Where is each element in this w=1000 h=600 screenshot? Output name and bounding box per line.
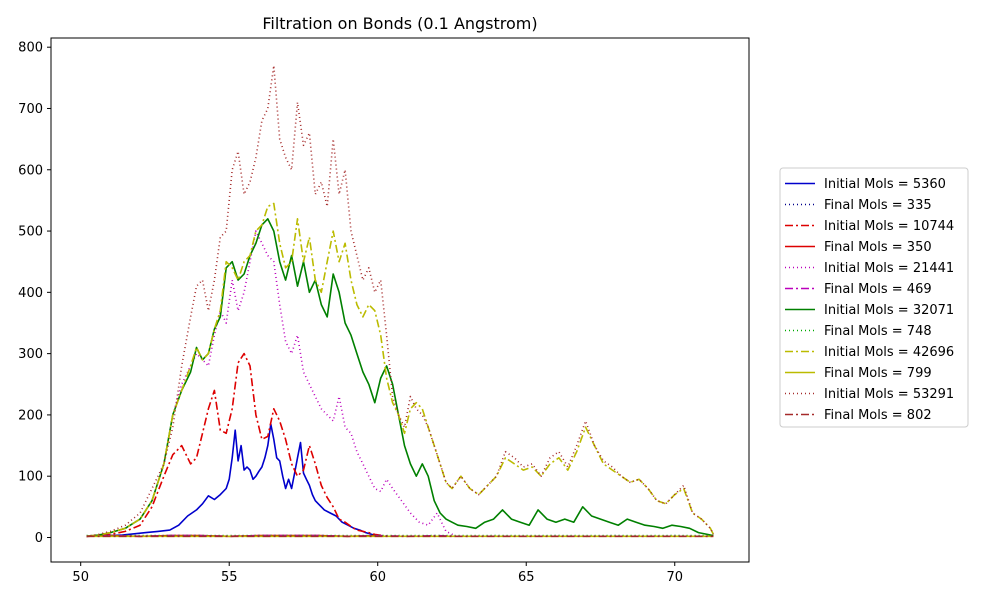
x-tick-label: 70 — [666, 570, 683, 585]
series-layer — [86, 64, 715, 538]
x-tick-label: 50 — [72, 570, 89, 585]
legend-entry: Final Mols = 335 — [824, 198, 932, 213]
x-axis: 50 55 60 65 70 — [72, 562, 683, 585]
legend-entry: Final Mols = 748 — [824, 324, 932, 339]
series-line-1 — [86, 423, 378, 538]
x-tick-label: 65 — [518, 570, 535, 585]
legend-box — [779, 167, 969, 428]
y-axis: 0 100 200 300 400 500 600 700 800 — [18, 41, 51, 546]
series-line-5 — [86, 230, 456, 538]
y-tick-label: 500 — [18, 225, 43, 240]
x-tick-label: 60 — [369, 570, 386, 585]
legend-entry: Initial Mols = 53291 — [824, 387, 954, 402]
legend-entry: Final Mols = 799 — [824, 366, 932, 381]
legend-entry: Final Mols = 802 — [824, 408, 932, 423]
series-line-3 — [86, 352, 384, 538]
y-tick-label: 100 — [18, 470, 43, 485]
legend-entry: Initial Mols = 32071 — [824, 303, 954, 318]
legend-entry: Final Mols = 350 — [824, 240, 932, 255]
y-tick-label: 700 — [18, 102, 43, 117]
legend-entry: Initial Mols = 5360 — [824, 177, 946, 192]
series-line-7 — [86, 218, 714, 538]
legend-entry: Initial Mols = 21441 — [824, 261, 954, 276]
x-tick-label: 55 — [221, 570, 238, 585]
y-tick-label: 400 — [18, 286, 43, 301]
series-line-9 — [86, 202, 715, 538]
y-tick-label: 800 — [18, 41, 43, 56]
legend: Initial Mols = 5360 Final Mols = 335 Initi… — [779, 167, 969, 428]
plot-frame — [50, 37, 750, 563]
legend-entry: Initial Mols = 10744 — [824, 219, 954, 234]
series-line-11 — [86, 64, 715, 538]
y-tick-label: 600 — [18, 163, 43, 178]
y-tick-label: 300 — [18, 347, 43, 362]
chart-title: Filtration on Bonds (0.1 Angstrom) — [262, 14, 537, 33]
legend-entry: Final Mols = 469 — [824, 282, 932, 297]
y-tick-label: 0 — [35, 531, 43, 546]
y-tick-label: 200 — [18, 408, 43, 423]
legend-entry: Initial Mols = 42696 — [824, 345, 954, 360]
